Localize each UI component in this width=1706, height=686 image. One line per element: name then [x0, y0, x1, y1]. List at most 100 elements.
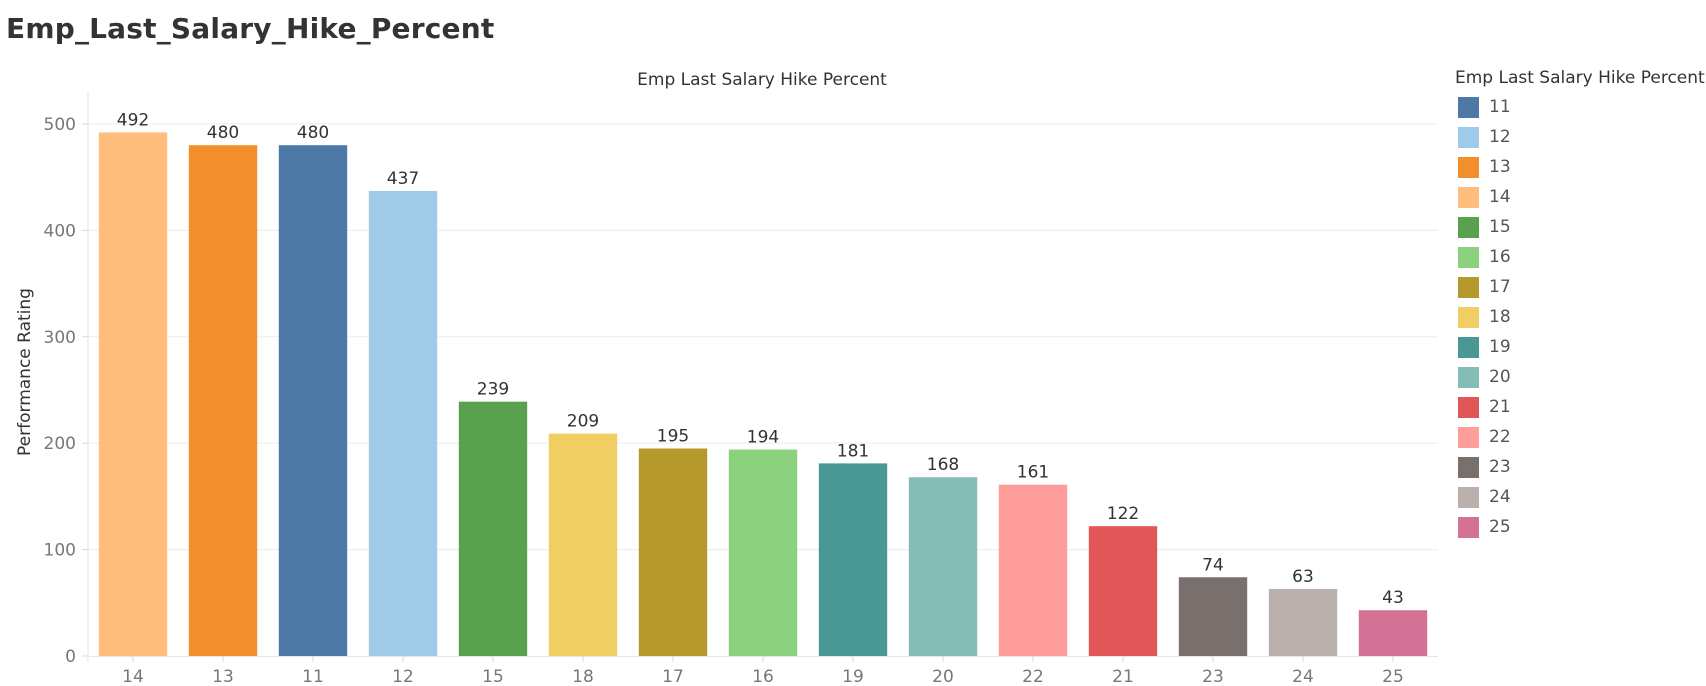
legend-label: 11: [1489, 97, 1511, 117]
legend-label: 21: [1489, 397, 1511, 417]
legend-label: 23: [1489, 457, 1511, 477]
data-labels: 492 480 480 437 239 209 195 194 181 168 161 122 74 63…: [117, 110, 1404, 608]
legend-swatch: [1458, 306, 1479, 328]
data-label: 181: [837, 441, 869, 461]
data-label: 122: [1107, 504, 1139, 524]
bar: [1088, 526, 1158, 656]
legend-label: 24: [1489, 487, 1511, 507]
bar: [818, 463, 888, 656]
x-tick-label: 21: [1112, 667, 1134, 686]
legend-item[interactable]: 11: [1455, 92, 1705, 122]
data-label: 437: [387, 169, 419, 189]
y-tick-label: 300: [44, 328, 76, 348]
page-title: Emp_Last_Salary_Hike_Percent: [6, 12, 495, 45]
x-tick-label: 20: [932, 667, 954, 686]
x-axis-ticks: 14 13 11 12 15 18 17 16 19 20 22 21 23 24 25: [122, 656, 1404, 686]
legend-swatch: [1458, 246, 1479, 268]
data-label: 63: [1292, 567, 1314, 587]
legend-item[interactable]: 25: [1455, 512, 1705, 542]
y-tick-label: 200: [44, 434, 76, 454]
data-label: 480: [297, 123, 329, 143]
legend-label: 25: [1489, 517, 1511, 537]
legend-swatch: [1458, 126, 1479, 148]
y-tick-label: 400: [44, 221, 76, 241]
data-label: 43: [1382, 588, 1404, 608]
data-label: 168: [927, 455, 959, 475]
legend-swatch: [1458, 516, 1479, 538]
legend-title: Emp Last Salary Hike Percent: [1455, 68, 1705, 88]
bar: [458, 401, 528, 656]
data-label: 161: [1017, 463, 1049, 483]
x-tick-label: 18: [572, 667, 594, 686]
legend-label: 17: [1489, 277, 1511, 297]
legend-item[interactable]: 14: [1455, 182, 1705, 212]
bar: [1358, 610, 1428, 656]
x-tick-label: 15: [482, 667, 504, 686]
data-label: 195: [657, 426, 689, 446]
legend-item[interactable]: 12: [1455, 122, 1705, 152]
data-label: 480: [207, 123, 239, 143]
x-tick-label: 14: [122, 667, 144, 686]
data-label: 74: [1202, 555, 1224, 575]
bar: [188, 145, 258, 656]
legend-label: 13: [1489, 157, 1511, 177]
legend-label: 15: [1489, 217, 1511, 237]
legend-label: 22: [1489, 427, 1511, 447]
y-tick-label: 100: [44, 541, 76, 561]
data-label: 209: [567, 412, 599, 432]
x-tick-label: 24: [1292, 667, 1314, 686]
y-tick-label: 500: [44, 115, 76, 135]
bar: [278, 145, 348, 656]
legend-swatch: [1458, 276, 1479, 298]
y-axis-label: Performance Rating: [15, 288, 35, 456]
y-axis-ticks: 0 100 200 300 400 500: [44, 115, 76, 667]
legend-swatch: [1458, 366, 1479, 388]
bar: [1178, 577, 1248, 656]
x-tick-label: 23: [1202, 667, 1224, 686]
chart-title: Emp Last Salary Hike Percent: [637, 70, 887, 90]
legend-swatch: [1458, 486, 1479, 508]
data-label: 239: [477, 380, 509, 400]
legend: Emp Last Salary Hike Percent 11 12 13 14 15 1…: [1455, 68, 1705, 542]
legend-item[interactable]: 23: [1455, 452, 1705, 482]
legend-item[interactable]: 22: [1455, 422, 1705, 452]
bar: [638, 448, 708, 656]
legend-swatch: [1458, 426, 1479, 448]
legend-item[interactable]: 21: [1455, 392, 1705, 422]
legend-swatch: [1458, 156, 1479, 178]
legend-swatch: [1458, 186, 1479, 208]
legend-label: 19: [1489, 337, 1511, 357]
legend-items: 11 12 13 14 15 16 17 18 19 20 21 22 23 24 25: [1455, 92, 1705, 542]
x-tick-label: 13: [212, 667, 234, 686]
bars: [98, 132, 1428, 656]
x-tick-label: 16: [752, 667, 774, 686]
legend-label: 20: [1489, 367, 1511, 387]
legend-item[interactable]: 20: [1455, 362, 1705, 392]
data-label: 194: [747, 428, 779, 448]
legend-swatch: [1458, 216, 1479, 238]
legend-item[interactable]: 13: [1455, 152, 1705, 182]
legend-label: 18: [1489, 307, 1511, 327]
legend-swatch: [1458, 456, 1479, 478]
legend-label: 12: [1489, 127, 1511, 147]
legend-item[interactable]: 16: [1455, 242, 1705, 272]
x-tick-label: 11: [302, 667, 324, 686]
legend-item[interactable]: 17: [1455, 272, 1705, 302]
legend-label: 16: [1489, 247, 1511, 267]
y-tick-label: 0: [65, 647, 76, 667]
x-tick-label: 22: [1022, 667, 1044, 686]
x-tick-label: 12: [392, 667, 414, 686]
bar: [1268, 588, 1338, 656]
legend-item[interactable]: 24: [1455, 482, 1705, 512]
bar: [908, 477, 978, 656]
bar-chart: Emp Last Salary Hike Percent Performance…: [15, 70, 1438, 686]
x-tick-label: 25: [1382, 667, 1404, 686]
data-label: 492: [117, 110, 149, 130]
legend-item[interactable]: 15: [1455, 212, 1705, 242]
bar: [368, 190, 438, 656]
x-tick-label: 17: [662, 667, 684, 686]
legend-item[interactable]: 18: [1455, 302, 1705, 332]
x-tick-label: 19: [842, 667, 864, 686]
bar: [98, 132, 168, 656]
legend-item[interactable]: 19: [1455, 332, 1705, 362]
